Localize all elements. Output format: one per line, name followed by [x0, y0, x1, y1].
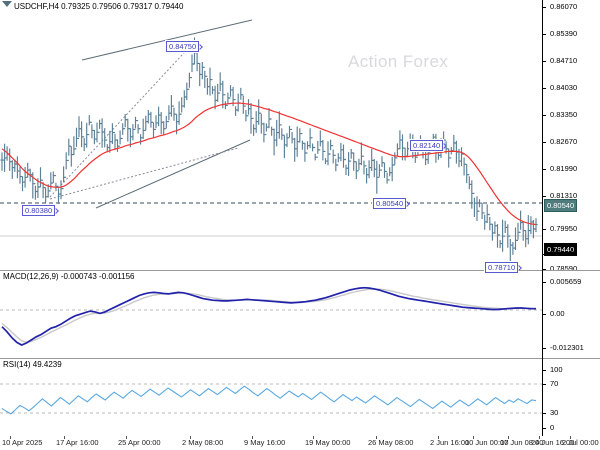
macd-axis-tickmark — [542, 282, 546, 283]
price-axis-tickmark — [542, 196, 546, 197]
price-annotation-label[interactable]: 0.78710 — [485, 262, 519, 273]
price-axis-tick-label: 0.84030 — [550, 83, 578, 92]
time-axis-label: 10 Jun 00:00 — [465, 438, 509, 447]
price-axis-tick-label: 0.84710 — [550, 56, 578, 65]
price-axis-tickmark — [542, 269, 546, 270]
price-axis-tick-label: 0.86070 — [550, 2, 578, 11]
price-axis-tickmark — [542, 169, 546, 170]
price-axis-tick-label: 0.83350 — [550, 110, 578, 119]
price-plot[interactable] — [0, 0, 542, 270]
price-axis-tickmark — [542, 61, 546, 62]
macd-axis-tick-label: 0.00 — [550, 309, 565, 318]
time-axis-tickmark — [313, 436, 314, 439]
price-axis-separator — [542, 0, 543, 270]
price-pane-header: USDCHF,H4 0.79325 0.79506 0.79317 0.7944… — [14, 2, 184, 11]
rsi-pane: RSI(14) 49.4239 100 70 30 0 — [0, 358, 600, 436]
price-axis[interactable]: 0.86070 0.85390 0.84710 0.84030 0.83350 0.826… — [542, 0, 600, 273]
time-axis-label: 26 May 08:00 — [368, 438, 414, 447]
price-axis-tick-label: 0.81310 — [550, 191, 578, 200]
time-axis-label: 17 Jun 08:00 — [500, 438, 544, 447]
time-axis-label: 10 Apr 2025 — [2, 438, 43, 447]
price-pane: USDCHF,H4 0.79325 0.79506 0.79317 0.7944… — [0, 0, 600, 273]
price-axis-tick-label: 0.85390 — [550, 29, 578, 38]
symbol-arrow-icon — [2, 1, 12, 7]
price-axis-tick-label: 0.79950 — [550, 224, 578, 233]
time-axis-label: 17 Apr 16:00 — [56, 438, 99, 447]
rsi-axis-separator — [542, 358, 543, 436]
rsi-axis-tick-label: 30 — [550, 408, 559, 417]
price-annotation-label[interactable]: 0.84750 — [166, 41, 200, 52]
trendline-pivot-b — [49, 147, 239, 200]
price-annotation-label[interactable]: 0.80380 — [22, 205, 56, 216]
macd-pane: MACD(12,26,9) -0.000743 -0.001156 0.0056… — [0, 270, 600, 358]
rsi-pane-header: RSI(14) 49.4239 — [3, 360, 62, 369]
rsi-axis-tickmark — [542, 413, 546, 414]
time-axis-tickmark — [376, 436, 377, 439]
time-axis-tickmark — [473, 436, 474, 439]
trendline-channel-lower — [95, 139, 251, 209]
macd-axis-tick-label: 0.005659 — [550, 277, 582, 286]
rsi-axis-tickmark — [542, 384, 546, 385]
price-axis-tickmark — [542, 88, 546, 89]
rsi-plot[interactable] — [0, 358, 542, 436]
macd-axis-tickmark — [542, 314, 546, 315]
macd-plot[interactable] — [0, 270, 542, 358]
time-axis-tickmark — [64, 436, 65, 439]
time-axis-label: 9 May 16:00 — [244, 438, 286, 447]
price-axis-tickmark — [542, 229, 546, 230]
time-axis-tickmark — [539, 436, 540, 439]
price-axis-tick-label: 0.79270 — [550, 249, 578, 258]
price-axis-tickmark — [542, 254, 546, 255]
ohlc-bars — [0, 37, 538, 262]
rsi-axis-tick-label: 100 — [550, 365, 563, 374]
time-axis-label: 19 May 00:00 — [305, 438, 351, 447]
macd-axis-tick-label: -0.012301 — [550, 343, 584, 352]
time-axis-label: 25 Apr 00:00 — [118, 438, 161, 447]
price-axis-tick-label: 0.81990 — [550, 164, 578, 173]
time-axis-label: 2 Jun 16:00 — [430, 438, 470, 447]
price-axis-tickmark — [542, 115, 546, 116]
time-axis-tickmark — [126, 436, 127, 439]
time-axis-tickmark — [190, 436, 191, 439]
time-axis-tickmark — [570, 436, 571, 439]
time-axis-tickmark — [10, 436, 11, 439]
price-axis-tick-label: 0.82670 — [550, 137, 578, 146]
price-axis-tick-label: 0.78590 — [550, 264, 578, 273]
price-axis-tickmark — [542, 34, 546, 35]
rsi-axis-tickmark — [542, 428, 546, 429]
macd-axis[interactable]: 0.005659 0.00 -0.012301 — [542, 270, 600, 358]
rsi-axis-tickmark — [542, 370, 546, 371]
price-axis-resistance-label: 0.80540 — [544, 199, 578, 212]
macd-pane-header: MACD(12,26,9) -0.000743 -0.001156 — [3, 272, 135, 281]
time-axis-label: 2 May 08:00 — [182, 438, 224, 447]
time-axis-tickmark — [508, 436, 509, 439]
rsi-axis[interactable]: 100 70 30 0 — [542, 358, 600, 436]
time-axis-label: 24 Jun 16:00 — [531, 438, 575, 447]
time-axis-label: 2 Jul 00:00 — [562, 438, 599, 447]
moving-average-line — [1, 102, 537, 226]
watermark: Action Forex — [348, 52, 449, 71]
rsi-axis-tick-label: 70 — [550, 379, 559, 388]
price-axis-tickmark — [542, 7, 546, 8]
time-axis[interactable]: 10 Apr 2025 17 Apr 16:00 25 Apr 00:00 2 May… — [0, 436, 600, 450]
price-annotation-label[interactable]: 0.80540 — [373, 198, 407, 209]
macd-axis-tickmark — [542, 348, 546, 349]
price-axis-tickmark — [542, 142, 546, 143]
time-axis-tickmark — [438, 436, 439, 439]
rsi-axis-tick-label: 0 — [550, 423, 555, 432]
trendline-channel-upper — [81, 19, 253, 61]
macd-main-line — [1, 286, 536, 346]
time-axis-tickmark — [252, 436, 253, 439]
price-annotation-label[interactable]: 0.82140 — [410, 140, 444, 151]
macd-signal-line — [1, 288, 537, 344]
price-axis-current-label: 0.79440 — [544, 243, 578, 256]
rsi-line — [1, 385, 537, 415]
